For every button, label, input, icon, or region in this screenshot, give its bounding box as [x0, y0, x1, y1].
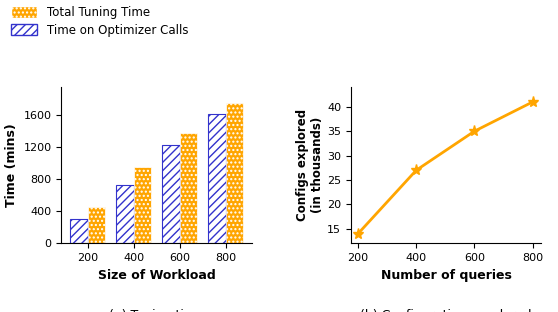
Text: (b) Configurations explored: (b) Configurations explored [360, 309, 532, 312]
Bar [180, 133, 197, 243]
Y-axis label: Configs explored
(in thousands): Configs explored (in thousands) [296, 109, 324, 222]
Legend: Total Tuning Time, Time on Optimizer Calls: Total Tuning Time, Time on Optimizer Cal… [12, 6, 189, 37]
Bar [70, 219, 88, 243]
Bar [116, 185, 133, 243]
X-axis label: Size of Workload: Size of Workload [98, 269, 215, 282]
Bar [162, 145, 180, 243]
Bar [225, 103, 243, 243]
Bar [208, 114, 225, 243]
Bar [88, 207, 105, 243]
Bar [133, 167, 151, 243]
X-axis label: Number of queries: Number of queries [381, 269, 512, 282]
Text: (a) Tuning time: (a) Tuning time [109, 309, 204, 312]
Y-axis label: Time (mins): Time (mins) [5, 124, 18, 207]
